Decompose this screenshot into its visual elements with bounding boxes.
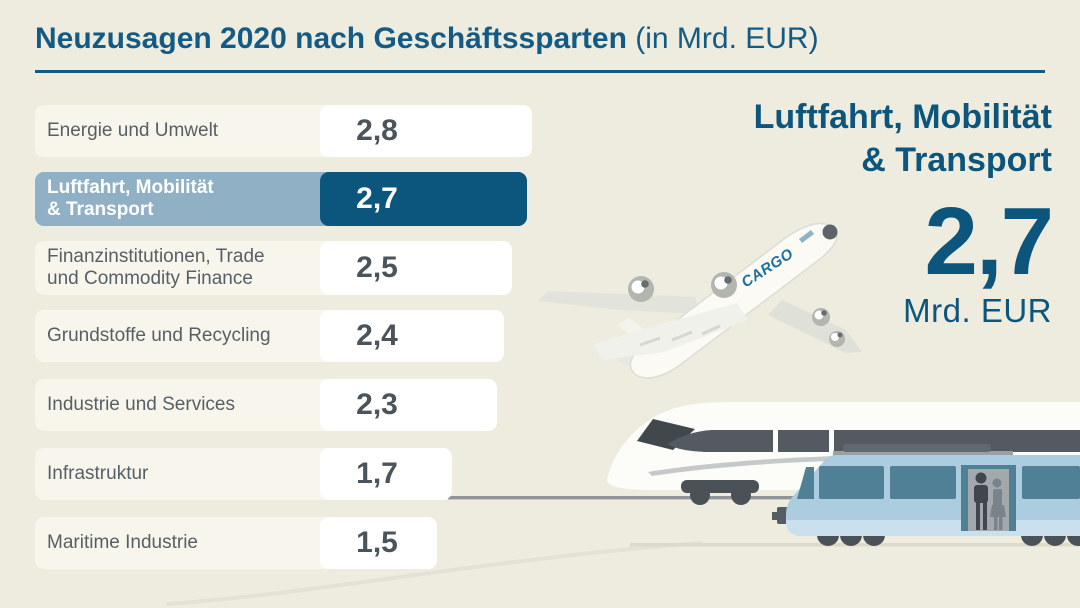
- value-bar: 1,7: [320, 448, 452, 500]
- value-label: 1,5: [356, 526, 398, 559]
- highlight-panel: Luftfahrt, Mobilität & Transport 2,7 Mrd…: [753, 96, 1054, 330]
- page-title: Neuzusagen 2020 nach Geschäftssparten (i…: [35, 22, 819, 56]
- category-label: Grundstoffe und Recycling: [47, 325, 271, 346]
- value-bar: 2,5: [320, 241, 512, 295]
- category-label: Industrie und Services: [47, 394, 235, 415]
- page-title-unit: (in Mrd. EUR): [626, 22, 819, 55]
- value-bar: 2,7: [320, 172, 527, 226]
- value-bar: 2,3: [320, 379, 497, 431]
- title-divider: [35, 70, 1045, 73]
- category-label: Energie und Umwelt: [47, 120, 219, 141]
- value-label: 2,7: [356, 182, 398, 215]
- value-label: 2,8: [356, 114, 398, 147]
- value-label: 2,3: [356, 388, 398, 421]
- category-label: Infrastruktur: [47, 463, 149, 484]
- value-bar: 1,5: [320, 517, 437, 569]
- highlight-unit: Mrd. EUR: [903, 292, 1052, 329]
- category-label: Finanzinstitutionen, Trade und Commodity …: [47, 246, 265, 289]
- chart-row: Grundstoffe und Recycling 2,4: [35, 310, 504, 362]
- chart-row: Industrie und Services 2,3: [35, 379, 497, 431]
- value-bar: 2,8: [320, 105, 532, 157]
- chart-row: Energie und Umwelt 2,8: [35, 105, 532, 157]
- highlight-value: 2,7: [924, 188, 1054, 295]
- highlight-title-line2: & Transport: [861, 141, 1052, 179]
- value-label: 1,7: [356, 457, 398, 490]
- chart-row: Luftfahrt, Mobilität & Transport 2,7: [35, 172, 527, 226]
- chart-row: Maritime Industrie 1,5: [35, 517, 437, 569]
- value-label: 2,5: [356, 251, 398, 284]
- value-bar: 2,4: [320, 310, 504, 362]
- value-label: 2,4: [356, 319, 398, 352]
- category-label: Maritime Industrie: [47, 532, 198, 553]
- page-title-main: Neuzusagen 2020 nach Geschäftssparten: [35, 22, 627, 55]
- highlight-title-line1: Luftfahrt, Mobilität: [753, 98, 1052, 136]
- chart-row: Finanzinstitutionen, Trade und Commodity …: [35, 241, 512, 295]
- chart-row: Infrastruktur 1,7: [35, 448, 452, 500]
- category-label: Luftfahrt, Mobilität & Transport: [47, 177, 214, 220]
